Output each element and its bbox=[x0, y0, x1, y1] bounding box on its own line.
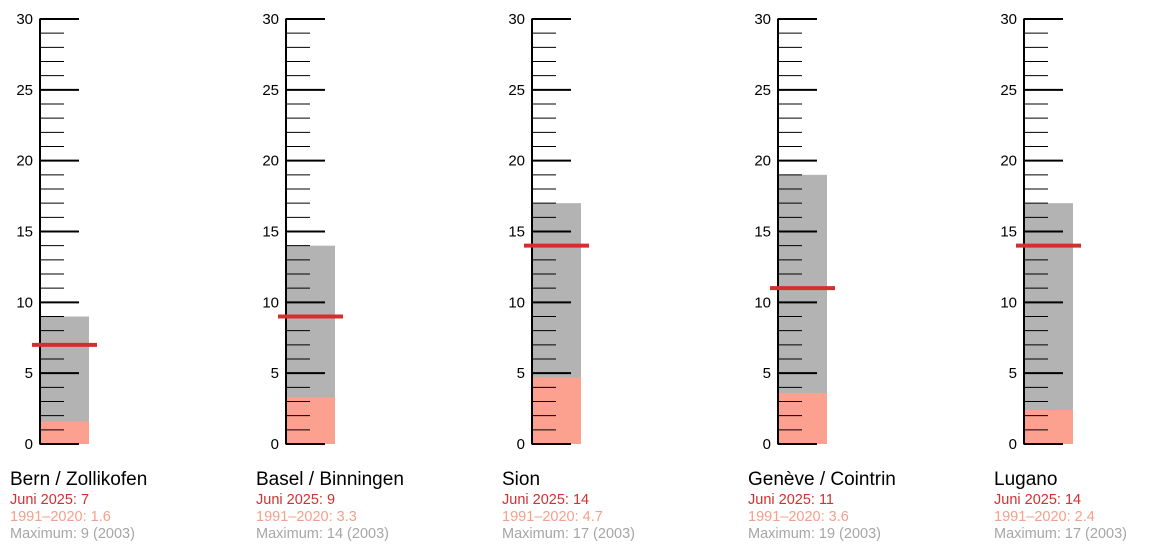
y-tick-label: 30 bbox=[16, 11, 33, 28]
current-value-label: Juni 2025: 14 bbox=[502, 492, 590, 508]
normal-bar bbox=[286, 397, 335, 444]
sion-caption: Sion Juni 2025: 14 1991–2020: 4.7 Maximu… bbox=[502, 468, 737, 543]
lugano-plot: 0 5 10 15 20 25 30 bbox=[1000, 11, 1081, 453]
y-tick-label: 25 bbox=[508, 82, 525, 99]
normal-bar bbox=[532, 377, 581, 444]
normal-value-label: 1991–2020: 3.3 bbox=[256, 509, 357, 525]
y-tick-label: 5 bbox=[517, 365, 525, 382]
basel-caption: Basel / Binningen Juni 2025: 9 1991–2020… bbox=[256, 468, 491, 543]
max-value-label: Maximum: 9 (2003) bbox=[10, 526, 135, 542]
y-tick-label: 15 bbox=[16, 224, 33, 241]
y-tick-label: 20 bbox=[1000, 153, 1017, 170]
y-tick-label: 25 bbox=[262, 82, 279, 99]
y-tick-label: 10 bbox=[508, 294, 525, 311]
y-tick-label: 30 bbox=[1000, 11, 1017, 28]
station-name: Bern / Zollikofen bbox=[10, 469, 148, 490]
y-tick-label: 10 bbox=[754, 294, 771, 311]
station-panel-bern: 0 5 10 15 20 25 30 Bern / Zollikofen Juni 2025… bbox=[0, 0, 240, 552]
current-value-label: Juni 2025: 9 bbox=[256, 492, 336, 508]
y-tick-label: 15 bbox=[262, 224, 279, 241]
bern-caption: Bern / Zollikofen Juni 2025: 7 1991–2020… bbox=[10, 468, 245, 543]
y-tick-label: 15 bbox=[754, 224, 771, 241]
y-tick-label: 20 bbox=[754, 153, 771, 170]
y-tick-label: 25 bbox=[1000, 82, 1017, 99]
y-tick-label: 10 bbox=[1000, 294, 1017, 311]
current-value-label: Juni 2025: 11 bbox=[748, 492, 834, 508]
max-bar bbox=[1024, 203, 1073, 444]
y-tick-label: 20 bbox=[508, 153, 525, 170]
y-tick-label: 15 bbox=[1000, 224, 1017, 241]
y-tick-label: 30 bbox=[262, 11, 279, 28]
normal-bar bbox=[40, 421, 89, 444]
normal-value-label: 1991–2020: 4.7 bbox=[502, 509, 603, 525]
y-tick-label: 30 bbox=[754, 11, 771, 28]
y-tick-label: 25 bbox=[16, 82, 33, 99]
station-name: Sion bbox=[502, 469, 541, 490]
normal-value-label: 1991–2020: 2.4 bbox=[994, 509, 1095, 525]
max-value-label: Maximum: 19 (2003) bbox=[748, 526, 881, 542]
station-name: Basel / Binningen bbox=[256, 469, 404, 490]
normal-value-label: 1991–2020: 3.6 bbox=[748, 509, 849, 525]
station-name: Genève / Cointrin bbox=[748, 469, 896, 490]
y-tick-label: 0 bbox=[1009, 436, 1017, 453]
max-value-label: Maximum: 17 (2003) bbox=[994, 526, 1127, 542]
basel-plot: 0 5 10 15 20 25 30 bbox=[262, 11, 343, 453]
geneve-plot: 0 5 10 15 20 25 30 bbox=[754, 11, 835, 453]
y-tick-label: 15 bbox=[508, 224, 525, 241]
station-name: Lugano bbox=[994, 469, 1058, 490]
max-value-label: Maximum: 14 (2003) bbox=[256, 526, 389, 542]
sion-plot: 0 5 10 15 20 25 30 bbox=[508, 11, 589, 453]
y-tick-label: 30 bbox=[508, 11, 525, 28]
y-tick-label: 10 bbox=[16, 294, 33, 311]
max-value-label: Maximum: 17 (2003) bbox=[502, 526, 635, 542]
bern-plot: 0 5 10 15 20 25 30 bbox=[16, 11, 97, 453]
station-panel-geneve: 0 5 10 15 20 25 30 Genève / Cointrin Juni 2025… bbox=[738, 0, 978, 552]
y-tick-label: 10 bbox=[262, 294, 279, 311]
y-tick-label: 5 bbox=[763, 365, 771, 382]
geneve-caption: Genève / Cointrin Juni 2025: 11 1991–202… bbox=[748, 468, 983, 543]
y-tick-label: 5 bbox=[25, 365, 33, 382]
station-panel-sion: 0 5 10 15 20 25 30 Sion Juni 2025: 14 1991–202… bbox=[492, 0, 732, 552]
y-tick-label: 20 bbox=[16, 153, 33, 170]
station-panel-basel: 0 5 10 15 20 25 30 Basel / Binningen Juni 2025… bbox=[246, 0, 486, 552]
normal-value-label: 1991–2020: 1.6 bbox=[10, 509, 111, 525]
normal-bar bbox=[778, 393, 827, 444]
lugano-caption: Lugano Juni 2025: 14 1991–2020: 2.4 Maxi… bbox=[994, 468, 1156, 543]
y-tick-label: 20 bbox=[262, 153, 279, 170]
y-tick-label: 0 bbox=[763, 436, 771, 453]
y-tick-label: 0 bbox=[271, 436, 279, 453]
y-tick-label: 5 bbox=[1009, 365, 1017, 382]
y-tick-label: 5 bbox=[271, 365, 279, 382]
y-tick-label: 0 bbox=[25, 436, 33, 453]
y-tick-label: 25 bbox=[754, 82, 771, 99]
current-value-label: Juni 2025: 14 bbox=[994, 492, 1082, 508]
current-value-label: Juni 2025: 7 bbox=[10, 492, 90, 508]
y-tick-label: 0 bbox=[517, 436, 525, 453]
normal-bar bbox=[1024, 410, 1073, 444]
station-panel-lugano: 0 5 10 15 20 25 30 Lugano Juni 2025: 14 1991–2… bbox=[984, 0, 1156, 552]
